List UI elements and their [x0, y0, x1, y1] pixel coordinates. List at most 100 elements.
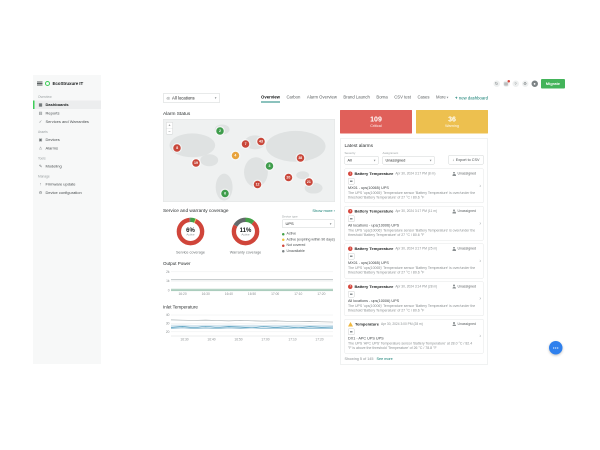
tab-csv-test[interactable]: CSV test: [394, 94, 411, 100]
alarm-device-link[interactable]: All locations - ups(10006) UPS: [348, 298, 400, 303]
person-icon: [452, 322, 456, 327]
alarm-list-item[interactable]: ! Battery Temperature Apr 30, 2024 3:14 PM…: [344, 281, 484, 316]
assignment-filter[interactable]: Unassigned ▾: [382, 156, 435, 165]
map-marker-africa[interactable]: 12: [253, 180, 262, 189]
tab-list: Overview Carbon Alarm Overview Brand Launch…: [261, 94, 449, 103]
sidebar-item-label: Modeling: [45, 164, 62, 169]
sidebar-item-dashboards[interactable]: ▦ Dashboards: [33, 100, 101, 109]
critical-alarms-card[interactable]: 109 Critical: [340, 110, 412, 134]
tab-borna[interactable]: Borna: [376, 94, 388, 100]
coverage-show-more-link[interactable]: Show more ›: [312, 208, 335, 214]
svg-text:40: 40: [166, 313, 170, 317]
map-marker-mexico[interactable]: 19: [192, 159, 200, 167]
chevron-right-icon[interactable]: ›: [479, 333, 481, 339]
zoom-out-button[interactable]: −: [166, 128, 173, 134]
migrate-button[interactable]: Migrate: [540, 79, 565, 89]
tab-more[interactable]: More ▾: [436, 94, 449, 100]
refresh-icon[interactable]: ↻: [493, 80, 500, 87]
service-coverage-value: 6%: [186, 226, 195, 234]
sidebar-item-modeling[interactable]: ✎ Modeling: [33, 162, 101, 171]
map-marker-australia[interactable]: 21: [305, 178, 313, 186]
alarm-title: Battery Temperature: [354, 284, 394, 289]
sidebar-item-firmware-update[interactable]: ↑ Firmware update: [33, 180, 101, 189]
critical-severity-icon: !: [348, 209, 353, 214]
critical-count: 109: [370, 115, 382, 124]
location-selector[interactable]: ◎ All locations ▾: [163, 93, 220, 103]
service-coverage-sublabel: Active: [186, 233, 195, 237]
alarm-status-map[interactable]: 2 8 19 4 6 7 43 3 38 20 21 12 + −: [163, 119, 335, 202]
alarm-list-item[interactable]: ! Battery Temperature Apr 30, 2024 3:17 PM…: [344, 168, 484, 204]
alarm-summary: 109 Critical 36 Warning: [340, 110, 488, 134]
device-type-icon: [348, 328, 355, 335]
notifications-icon[interactable]: ▤: [502, 80, 510, 87]
svg-text:16:30: 16:30: [180, 338, 188, 342]
menu-icon[interactable]: [37, 81, 43, 83]
map-marker-asia-east[interactable]: 38: [296, 154, 305, 162]
chevron-right-icon[interactable]: ›: [479, 183, 481, 189]
svg-text:16:40: 16:40: [225, 292, 233, 296]
device-type-value: UPS: [285, 221, 294, 227]
help-icon[interactable]: ?: [512, 80, 519, 87]
map-marker-europe-north[interactable]: 43: [257, 137, 265, 146]
legend-swatch: [282, 232, 285, 236]
map-marker-europe-west[interactable]: 7: [241, 140, 250, 148]
map-marker-se-asia[interactable]: 20: [284, 173, 293, 182]
alarm-list-item[interactable]: ! Battery Temperature Apr 30, 2024 3:17 PM…: [344, 206, 484, 241]
alarm-timestamp: Apr 30, 2024 3:17 PM (25 m): [395, 247, 438, 251]
assignment-status: Unassigned: [452, 322, 476, 327]
chevron-right-icon[interactable]: ›: [479, 295, 481, 302]
severity-filter[interactable]: All ▾: [344, 156, 379, 165]
legend-label: Active (expiring within 90 days): [286, 237, 335, 242]
tab-overview[interactable]: Overview: [261, 94, 280, 103]
warranty-coverage-chart: [231, 217, 260, 246]
chat-fab-button[interactable]: ⋯: [549, 341, 563, 355]
svg-text:17:00: 17:00: [261, 338, 269, 342]
new-dashboard-button[interactable]: + new dashboard: [455, 96, 488, 101]
see-more-link[interactable]: See more: [376, 356, 393, 361]
map-marker-south-america[interactable]: 6: [221, 189, 229, 198]
sidebar-item-label: Devices: [45, 137, 60, 143]
alarm-device-link[interactable]: DX1 - APC UPS UPS: [348, 335, 384, 341]
zoom-in-button[interactable]: +: [168, 123, 171, 128]
chevron-right-icon[interactable]: ›: [479, 258, 481, 264]
assignment-status-label: Unassigned: [457, 322, 476, 326]
sidebar-item-device-configuration[interactable]: ⚙ Device configuration: [33, 189, 101, 198]
export-csv-label: Export to CSV: [455, 157, 480, 163]
warning-alarms-card[interactable]: 36 Warning: [416, 110, 488, 134]
assignment-status: Unassigned: [452, 284, 476, 289]
settings-icon[interactable]: ⚙: [521, 80, 529, 87]
warranty-coverage-donut: 11% Active Warranty coverage: [218, 216, 273, 255]
alarm-device-link[interactable]: MX01 - ups(10065) UPS: [348, 185, 389, 191]
sidebar-item-services-and-warranties[interactable]: ✓ Services and Warranties: [33, 118, 101, 127]
map-title: Alarm Status: [163, 111, 191, 117]
map-marker-middle-east[interactable]: 3: [265, 162, 274, 170]
tab-brand-launch[interactable]: Brand Launch: [343, 94, 370, 100]
alarm-list-item[interactable]: ! Battery Temperature Apr 30, 2024 3:17 PM…: [344, 243, 484, 279]
map-marker-us-west[interactable]: 8: [173, 144, 181, 152]
assignment-status-label: Unassigned: [457, 284, 476, 289]
sidebar-item-alarms[interactable]: ⚠ Alarms: [33, 144, 101, 153]
map-marker-greenland[interactable]: 2: [216, 127, 224, 135]
tab-alarm-overview[interactable]: Alarm Overview: [306, 94, 337, 100]
alarm-list-item[interactable]: Temperature Apr 30, 2024 3:00 PM (28 m) Un…: [344, 318, 484, 354]
dashboard-tabs: Overview Carbon Alarm Overview Brand Launch…: [261, 94, 488, 103]
device-type-selector[interactable]: UPS ▾: [282, 219, 335, 228]
avatar[interactable]: ●: [531, 80, 538, 87]
assignment-status-label: Unassigned: [457, 247, 476, 251]
location-value: All locations: [171, 95, 195, 101]
service-coverage-chart: [176, 217, 205, 246]
chevron-down-icon: ▾: [214, 96, 217, 101]
sidebar-item-devices[interactable]: ▣ Devices: [33, 136, 101, 145]
warranty-coverage-caption: Warranty coverage: [229, 250, 262, 255]
sidebar-item-reports[interactable]: ▤ Reports: [33, 109, 101, 118]
series-temp-sensor-2: [170, 327, 334, 329]
alarm-device-link[interactable]: All locations - ups(10006) UPS: [348, 223, 400, 228]
chevron-right-icon[interactable]: ›: [479, 220, 481, 227]
tab-carbon[interactable]: Carbon: [286, 94, 301, 100]
device-type-label: Device type: [282, 215, 298, 219]
inlet-temperature-title: Inlet Temperature: [163, 304, 198, 310]
map-marker-atlantic-cluster[interactable]: 4: [231, 151, 240, 160]
alarm-device-link[interactable]: MX01 - ups(10065) UPS: [348, 260, 389, 266]
tab-cases[interactable]: Cases: [417, 94, 430, 100]
export-csv-button[interactable]: ↓ Export to CSV: [448, 155, 484, 165]
